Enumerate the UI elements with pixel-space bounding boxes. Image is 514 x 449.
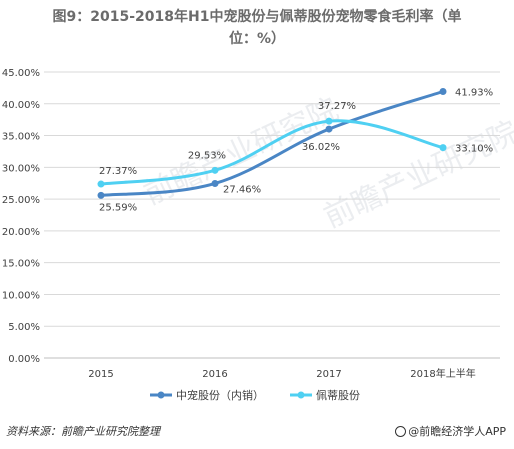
data-point: [325, 117, 333, 125]
y-tick-label: 20.00%: [2, 227, 40, 238]
brand-logo-icon: [395, 426, 407, 437]
data-point: [211, 179, 219, 187]
data-label: 37.27%: [318, 101, 356, 112]
y-tick-label: 25.00%: [2, 195, 40, 206]
brand-text: @前瞻经济学人APP: [408, 425, 506, 438]
data-point: [325, 125, 333, 133]
series-line-2: [100, 119, 444, 186]
x-tick-label: 2016: [202, 369, 227, 380]
brand-credit: @前瞻经济学人APP: [395, 423, 506, 439]
source-note: 资料来源：前瞻产业研究院整理: [6, 425, 160, 438]
x-tick-label: 2018年上半年: [410, 367, 475, 380]
data-label: 27.37%: [99, 166, 137, 177]
legend-label: 佩蒂股份: [316, 388, 360, 402]
data-point: [97, 191, 105, 199]
chart-title: 图9：2015-2018年H1中宠股份与佩蒂股份宠物零食毛利率（单 位：%）: [0, 6, 514, 50]
data-point: [211, 166, 219, 174]
data-point: [439, 88, 447, 96]
y-tick-label: 45.00%: [2, 68, 40, 79]
data-label: 25.59%: [99, 202, 137, 213]
x-tick-label: 2015: [88, 369, 113, 380]
data-label: 27.46%: [223, 184, 261, 195]
y-tick-label: 30.00%: [2, 163, 40, 174]
data-label: 29.53%: [188, 150, 226, 161]
y-tick-label: 40.00%: [2, 100, 40, 111]
x-tick-label: 2017: [316, 369, 341, 380]
chart-title-line2: 位：%）: [228, 31, 286, 47]
data-point: [97, 180, 105, 188]
watermark-text: 前瞻产业研究院: [319, 115, 514, 235]
y-tick-label: 15.00%: [2, 259, 40, 270]
y-tick-label: 35.00%: [2, 132, 40, 143]
series-line-1: [100, 90, 444, 197]
data-label: 33.10%: [455, 144, 493, 155]
y-tick-label: 0.00%: [8, 354, 40, 365]
data-point: [439, 144, 447, 152]
legend-marker: [157, 391, 165, 399]
chart-title-line1: 图9：2015-2018年H1中宠股份与佩蒂股份宠物零食毛利率（单: [52, 9, 462, 25]
y-tick-label: 10.00%: [2, 290, 40, 301]
data-label: 36.02%: [302, 142, 340, 153]
legend-marker: [297, 391, 305, 399]
legend-label: 中宠股份（内销）: [176, 388, 264, 402]
data-label: 41.93%: [455, 88, 493, 99]
y-tick-label: 5.00%: [8, 322, 40, 333]
